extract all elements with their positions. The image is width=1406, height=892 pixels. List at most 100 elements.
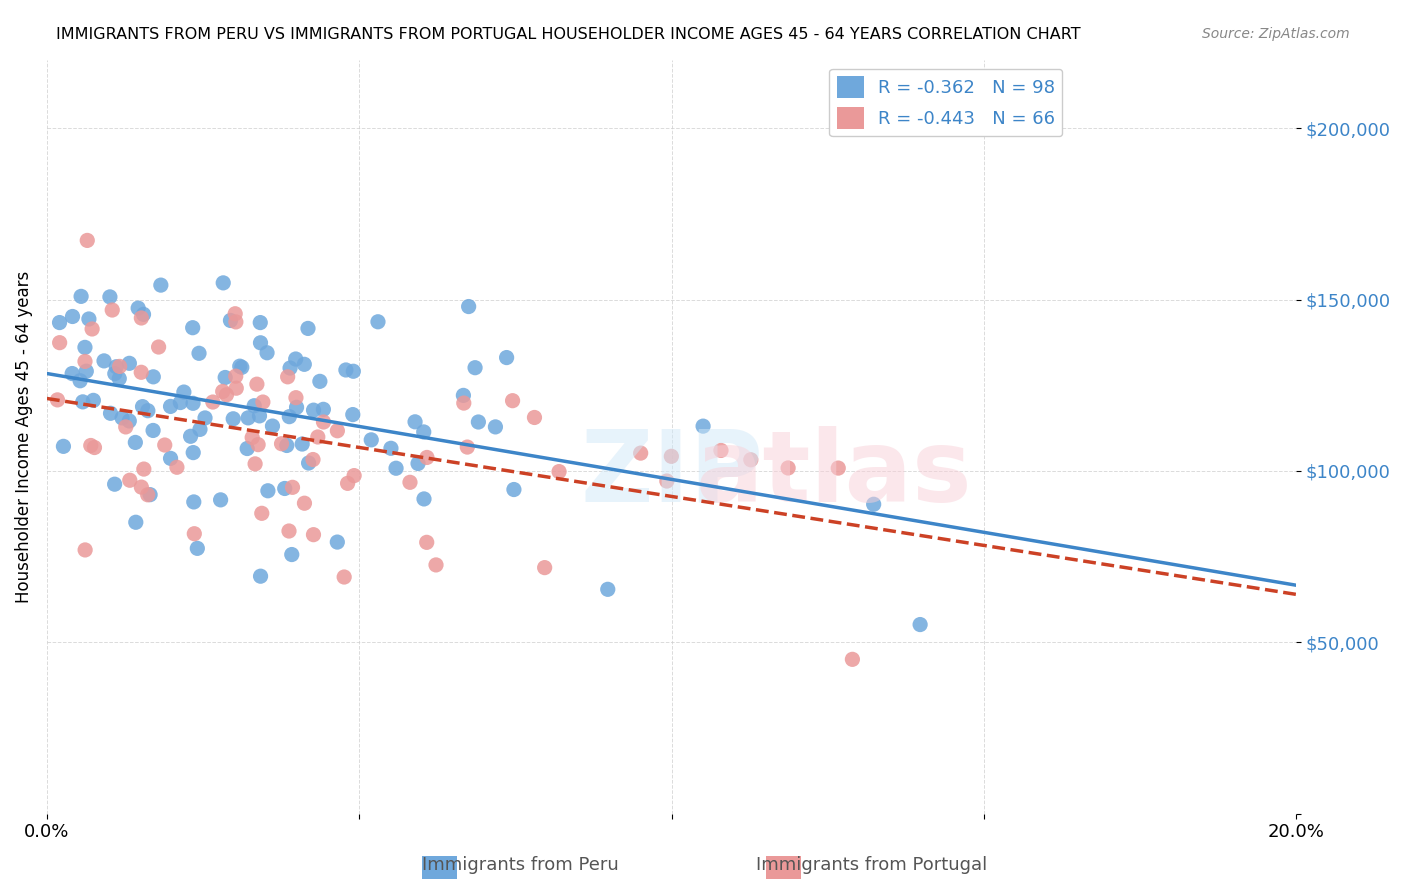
Text: atlas: atlas (696, 425, 972, 523)
Point (180, 429, 202, 443)
Point (250, 506, 273, 520)
Point (80, 438, 103, 452)
Point (153, 438, 176, 452)
Point (188, 346, 211, 360)
Point (73, 340, 96, 354)
Legend: R = -0.362   N = 98, R = -0.443   N = 66: R = -0.362 N = 98, R = -0.443 N = 66 (830, 69, 1063, 136)
Point (484, 420, 506, 434)
Point (142, 424, 165, 438)
Point (257, 483, 280, 498)
Point (214, 370, 236, 384)
Point (312, 415, 335, 429)
Point (76, 234, 98, 248)
Point (60, 367, 83, 381)
Point (46, 392, 69, 407)
Point (173, 385, 195, 400)
Point (186, 541, 208, 556)
Point (523, 410, 546, 425)
Point (222, 411, 245, 425)
Text: Immigrants from Peru: Immigrants from Peru (422, 856, 619, 874)
Point (294, 496, 316, 510)
Point (194, 411, 217, 425)
Point (83, 441, 105, 455)
Point (183, 526, 205, 541)
Point (292, 357, 315, 371)
Point (284, 391, 307, 405)
Text: IMMIGRANTS FROM PERU VS IMMIGRANTS FROM PORTUGAL HOUSEHOLDER INCOME AGES 45 - 64: IMMIGRANTS FROM PERU VS IMMIGRANTS FROM … (56, 27, 1081, 42)
Point (166, 460, 188, 475)
Point (342, 408, 364, 422)
Point (270, 436, 292, 450)
Point (127, 301, 149, 315)
Point (209, 492, 232, 507)
Point (100, 406, 122, 420)
Point (343, 468, 366, 483)
Point (312, 402, 335, 417)
Point (236, 442, 259, 456)
Point (276, 438, 298, 452)
Point (281, 548, 304, 562)
Point (149, 278, 172, 293)
Point (908, 617, 931, 632)
Point (118, 356, 141, 370)
Point (249, 569, 271, 583)
Point (212, 276, 235, 290)
Point (630, 446, 652, 460)
Point (101, 303, 124, 318)
Point (336, 476, 359, 491)
Point (456, 440, 478, 454)
Point (297, 321, 319, 335)
Point (841, 652, 863, 666)
Point (181, 445, 204, 459)
Point (215, 388, 238, 402)
Point (236, 410, 259, 425)
Point (118, 414, 141, 428)
Point (188, 422, 211, 436)
Point (82, 393, 104, 408)
Point (136, 403, 159, 417)
Point (413, 491, 436, 506)
Point (425, 558, 447, 572)
Point (114, 420, 136, 434)
Text: Immigrants from Portugal: Immigrants from Portugal (756, 856, 987, 874)
Point (131, 400, 153, 414)
Point (399, 475, 422, 490)
Point (249, 316, 271, 330)
Point (412, 425, 434, 439)
Point (131, 310, 153, 325)
Point (278, 409, 301, 424)
Point (139, 488, 162, 502)
Point (104, 477, 127, 491)
Point (169, 395, 191, 409)
Point (256, 345, 278, 359)
Point (326, 535, 349, 549)
Point (118, 473, 141, 487)
Point (548, 465, 571, 479)
Point (274, 482, 297, 496)
Point (710, 443, 733, 458)
Point (240, 430, 263, 444)
Point (249, 335, 271, 350)
Point (404, 415, 426, 429)
Y-axis label: Householder Income Ages 45 - 64 years: Householder Income Ages 45 - 64 years (15, 270, 32, 603)
Point (360, 433, 382, 447)
Point (247, 437, 270, 451)
Point (105, 359, 128, 374)
Point (181, 320, 204, 334)
Text: Source: ZipAtlas.com: Source: ZipAtlas.com (1202, 27, 1350, 41)
Point (416, 450, 439, 465)
Point (778, 461, 800, 475)
Point (262, 419, 284, 434)
Point (285, 401, 308, 415)
Point (48, 316, 70, 330)
Point (302, 452, 325, 467)
Point (225, 315, 247, 329)
Point (159, 451, 181, 466)
Point (136, 488, 159, 502)
Point (108, 371, 131, 385)
Point (229, 359, 252, 374)
Point (131, 480, 153, 494)
Point (125, 516, 148, 530)
Point (659, 450, 682, 464)
Point (692, 419, 714, 434)
